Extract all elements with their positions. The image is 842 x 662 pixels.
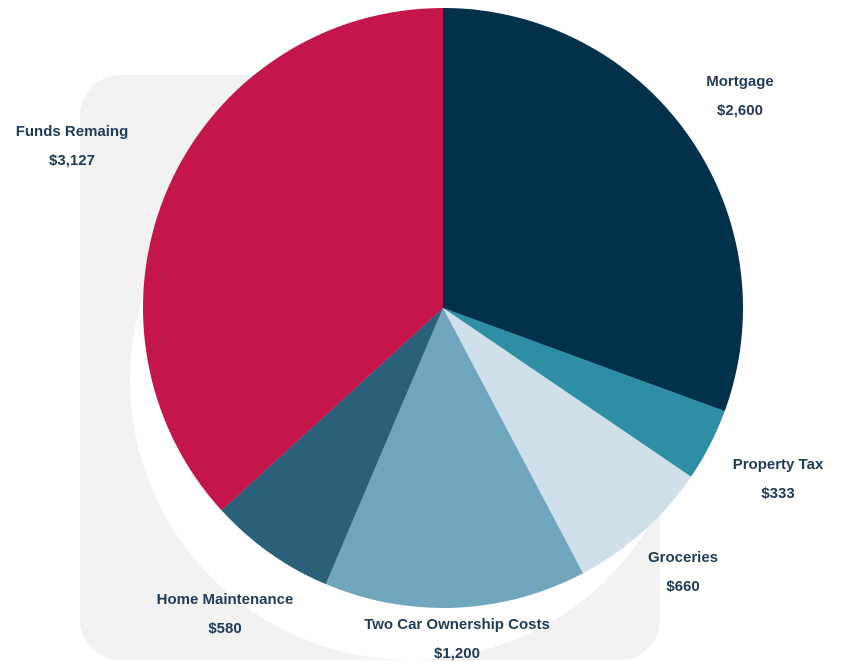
slice-label: Home Maintenance [157,591,294,608]
pie-slice [325,308,584,608]
slice-value-label: $3,127 [49,152,95,169]
slice-value-label: $333 [761,485,794,502]
labels: Mortgage $2,600 Property Tax $333 Groceries $… [16,73,824,662]
slice-value-label: $1,200 [434,645,480,662]
pie-slice [142,7,443,511]
pie-slice [443,308,725,477]
slice-label: Two Car Ownership Costs [364,616,550,633]
slice-value-label: $2,600 [717,102,763,119]
slice-label: Groceries [648,549,718,566]
slice-value-label: $660 [666,578,699,595]
pie-slice [443,308,692,574]
pie-slice [221,308,443,585]
slice-label: Mortgage [706,73,774,90]
slice-label: Property Tax [733,456,824,473]
slice-value-label: $580 [208,620,241,637]
slice-label: Funds Remaing [16,123,129,140]
pie [142,7,744,608]
pie-slice [443,8,744,412]
